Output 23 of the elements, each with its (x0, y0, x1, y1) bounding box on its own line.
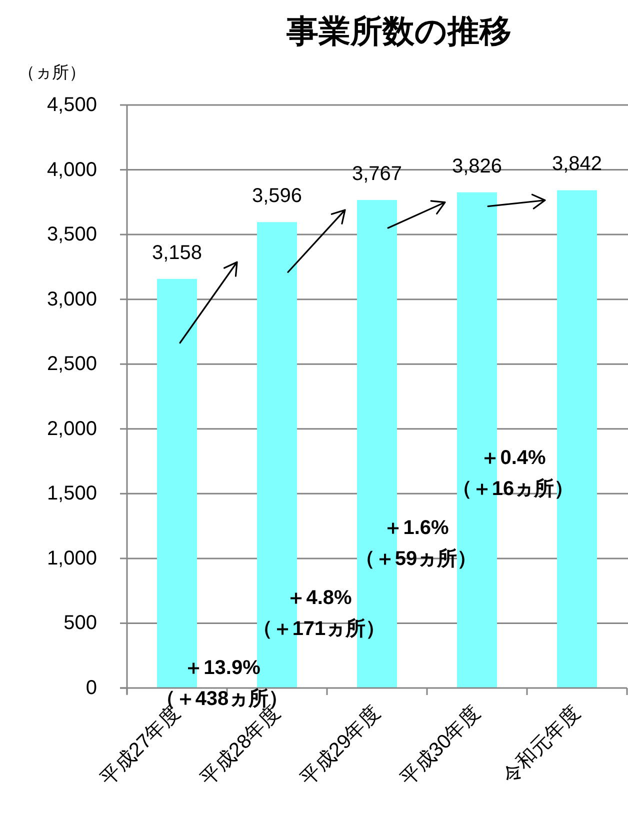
y-tick-label: 1,500 (46, 482, 97, 505)
y-tick-label: 3,500 (46, 224, 97, 246)
y-tick-label: 3,000 (46, 288, 97, 310)
x-tick-label: 平成29年度 (296, 702, 385, 790)
y-tick-label: 2,500 (46, 353, 97, 376)
y-tick-label: 4,500 (46, 94, 97, 116)
annotation: ＋4.8% （＋171ヵ所） (252, 587, 386, 640)
y-tick-label: 4,000 (46, 158, 97, 181)
y-tick-label: 2,000 (46, 418, 97, 440)
x-tick-label: 平成30年度 (396, 702, 485, 790)
data-label: 3,842 (552, 153, 602, 176)
data-label: 3,826 (452, 155, 502, 178)
annotation: ＋0.4% （＋16ヵ所） (452, 447, 574, 500)
data-label: 3,767 (352, 162, 402, 185)
y-axis-title: （ヵ所） (18, 63, 86, 82)
x-tick-label: 令和元年度 (498, 702, 585, 788)
annotation: ＋1.6% （＋59ヵ所） (354, 517, 478, 570)
data-label: 3,158 (152, 242, 202, 264)
y-tick-label: 500 (64, 612, 97, 634)
data-label: 3,596 (252, 185, 302, 208)
chart-title: 事業所数の推移 (286, 13, 512, 49)
y-tick-label: 1,000 (46, 547, 97, 570)
y-tick-label: 0 (86, 677, 97, 699)
